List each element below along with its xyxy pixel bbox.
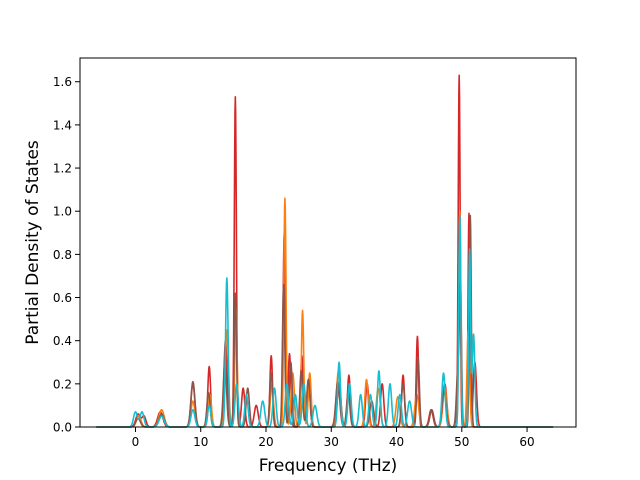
y-axis-ticks: 0.0 0.2 0.4 0.6 0.8 1.0 1.2 1.4 1.6 bbox=[53, 75, 80, 435]
x-axis-ticks: 0 10 20 30 40 50 60 bbox=[132, 427, 535, 449]
y-tick-label: 1.4 bbox=[53, 118, 72, 132]
x-tick-label: 40 bbox=[389, 435, 404, 449]
y-tick-label: 0.4 bbox=[53, 334, 72, 348]
x-tick-label: 60 bbox=[519, 435, 534, 449]
x-tick-label: 20 bbox=[258, 435, 273, 449]
y-axis-label: Partial Density of States bbox=[23, 140, 43, 345]
x-axis-label: Frequency (THz) bbox=[259, 456, 398, 476]
pdos-series-line-1 bbox=[95, 74, 554, 428]
plot-frame bbox=[79, 57, 577, 428]
pdos-series-line-3 bbox=[95, 214, 554, 428]
y-tick-label: 0.8 bbox=[53, 248, 72, 262]
y-tick-label: 1.2 bbox=[53, 162, 72, 176]
y-tick-label: 0.6 bbox=[53, 291, 72, 305]
y-tick-label: 1.0 bbox=[53, 205, 72, 219]
pdos-series-line-2 bbox=[95, 197, 554, 428]
pdos-series-line-4 bbox=[95, 214, 554, 428]
x-tick-label: 30 bbox=[324, 435, 339, 449]
x-tick-label: 50 bbox=[454, 435, 469, 449]
y-tick-label: 1.6 bbox=[53, 75, 72, 89]
x-tick-label: 10 bbox=[193, 435, 208, 449]
series-layer bbox=[95, 74, 554, 428]
y-tick-label: 0.2 bbox=[53, 377, 72, 391]
y-tick-label: 0.0 bbox=[53, 421, 72, 435]
x-tick-label: 0 bbox=[132, 435, 140, 449]
